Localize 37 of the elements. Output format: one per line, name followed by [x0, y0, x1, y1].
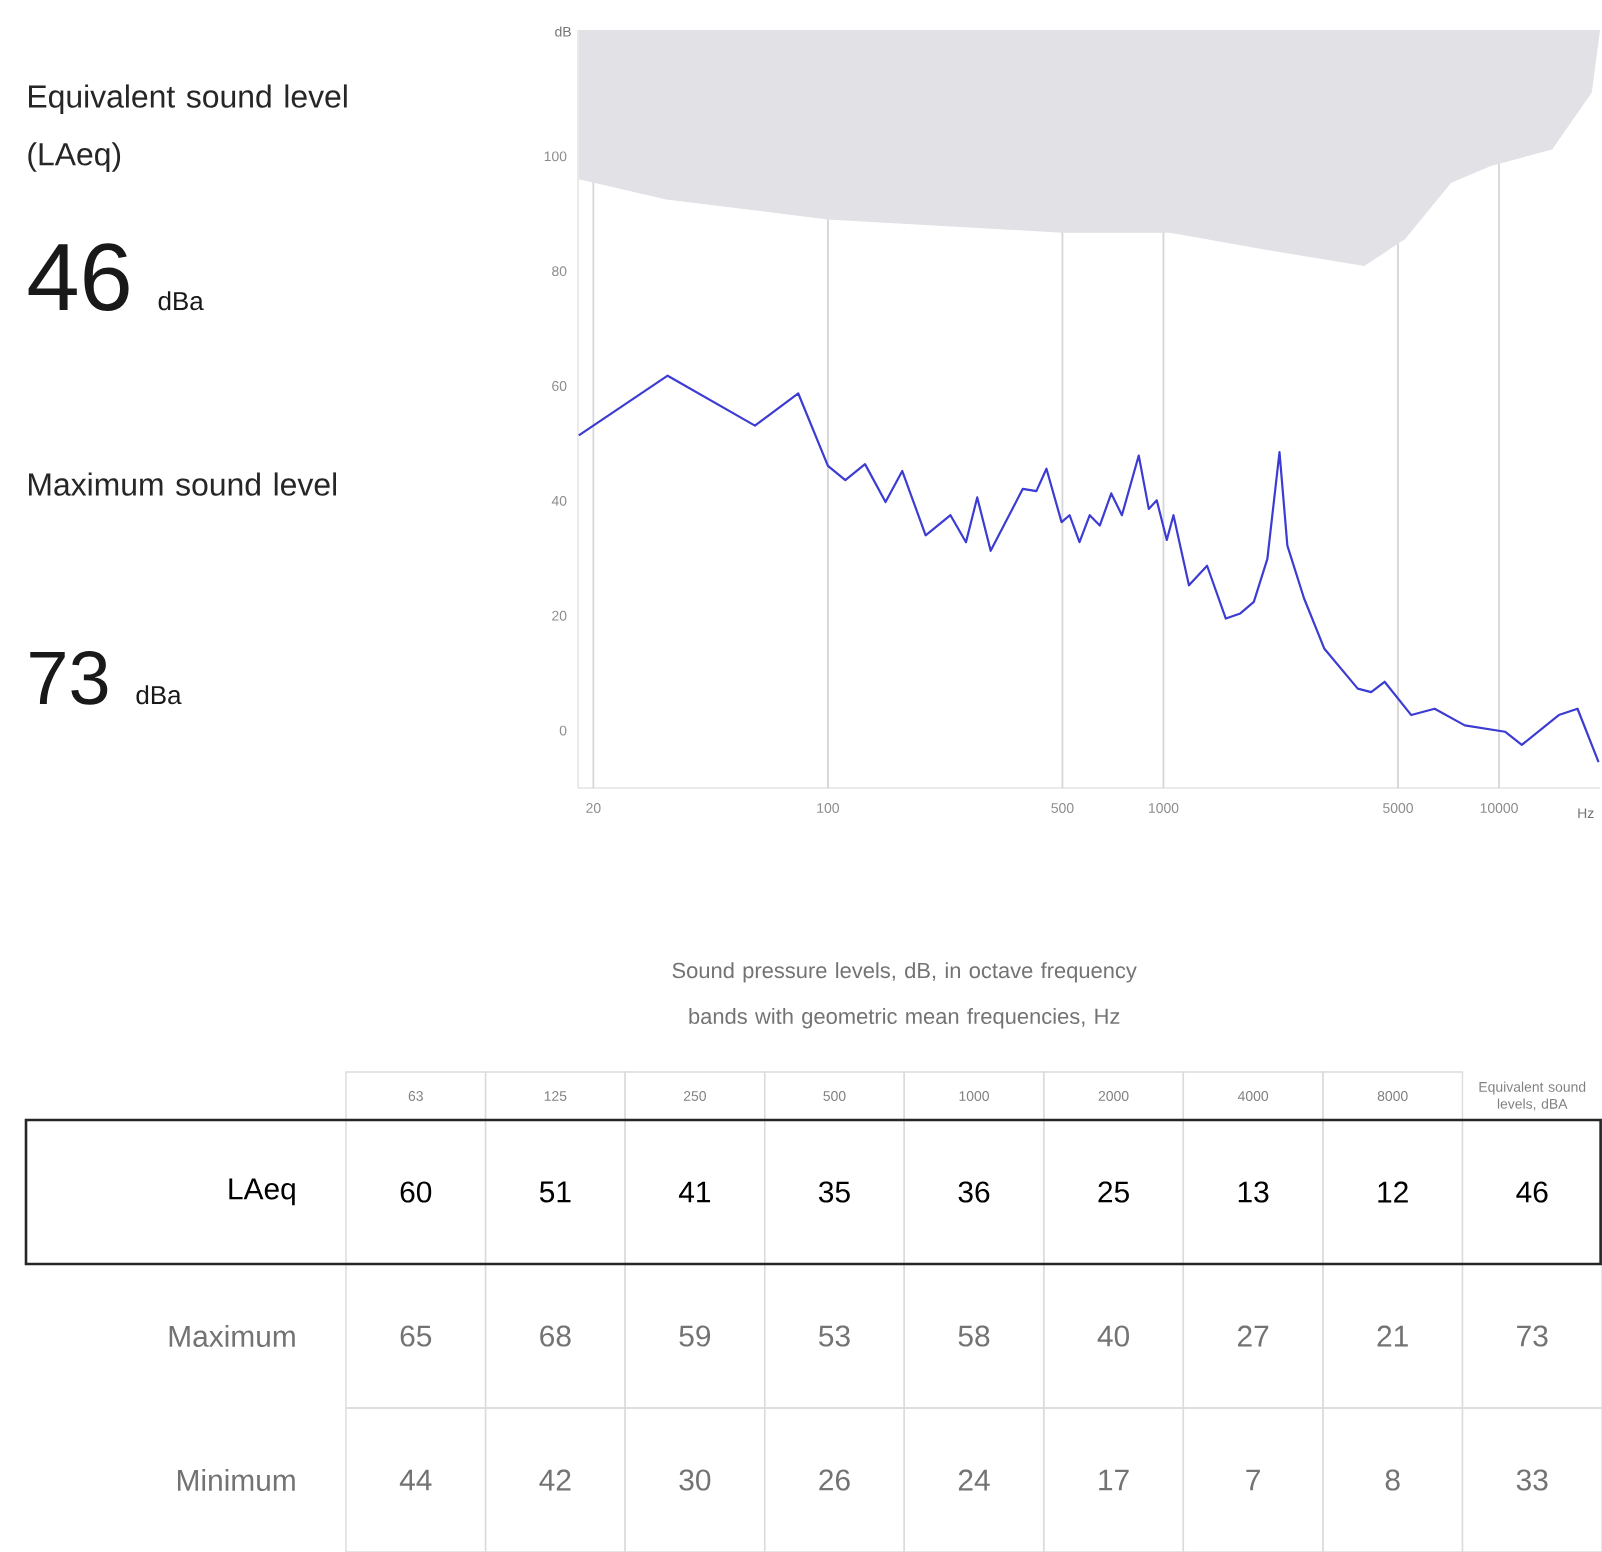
data-label: 12	[1378, 1181, 1408, 1203]
data-label: 36	[958, 1181, 990, 1203]
y-tick-label: Maximum	[169, 1325, 295, 1347]
y-tick-label: Minimum	[177, 1469, 295, 1491]
data-label: 8	[1385, 1469, 1400, 1491]
data-label: 42	[539, 1469, 571, 1491]
data-label: 30	[679, 1469, 711, 1491]
data-label: 17	[1099, 1469, 1129, 1491]
data-label: 53	[819, 1325, 850, 1347]
y-tick-label: LAeq	[229, 1178, 295, 1206]
text: 46	[28, 243, 129, 311]
text: Equivalent sound level (LAeq)	[28, 84, 347, 172]
data-label: 46	[1516, 1181, 1548, 1203]
data-label: 41	[678, 1181, 711, 1203]
data-label: 25	[1098, 1181, 1129, 1203]
data-label: 58	[958, 1325, 990, 1347]
data-label: 60	[400, 1181, 432, 1203]
text: dBa	[158, 291, 204, 311]
data-label: 7	[1246, 1469, 1260, 1491]
data-label: 33	[1516, 1469, 1548, 1491]
data-label: 68	[540, 1325, 571, 1347]
text: 73	[30, 651, 108, 705]
data-label: 44	[399, 1469, 432, 1491]
chart-title: Sound pressure levels, dB, in octave frequency bands with geometric mean frequencies, Hz	[672, 962, 1137, 1029]
data-label: 27	[1238, 1325, 1269, 1347]
data-label: 65	[400, 1325, 432, 1347]
data-label: 35	[818, 1181, 850, 1203]
data-label: 40	[1097, 1325, 1129, 1347]
data-label: 24	[958, 1469, 990, 1491]
data-label: 21	[1377, 1325, 1408, 1347]
data-label: 51	[539, 1181, 571, 1203]
data-label: 13	[1238, 1181, 1269, 1203]
text: dBa	[136, 685, 182, 705]
data-label: 73	[1517, 1325, 1548, 1347]
data-label: 59	[679, 1325, 711, 1347]
text: Maximum sound level	[29, 472, 337, 496]
data-label: 26	[819, 1469, 850, 1491]
